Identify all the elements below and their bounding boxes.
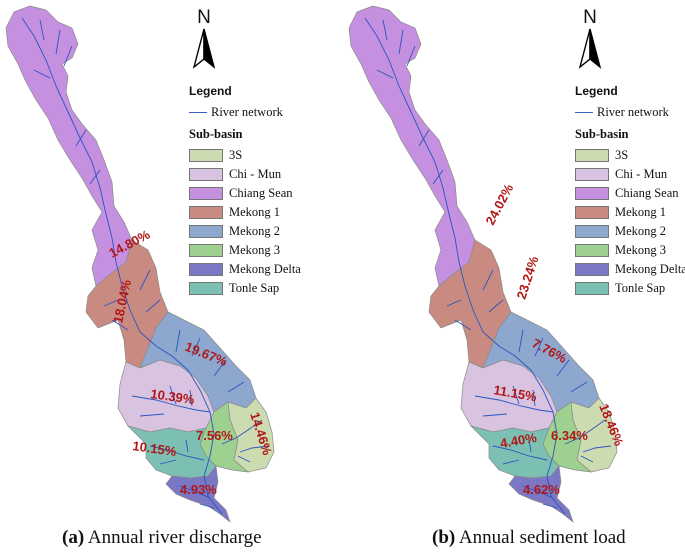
legend-subbasin-title: Sub-basin bbox=[189, 127, 243, 141]
caption-tag: (a) bbox=[62, 527, 85, 548]
legend-item: Mekong 2 bbox=[575, 222, 685, 241]
legend-item-label: Mekong Delta bbox=[615, 262, 685, 276]
legend-item-label: Chiang Sean bbox=[229, 186, 293, 200]
legend-swatch bbox=[189, 263, 223, 276]
legend-item: Chi - Mun bbox=[575, 165, 685, 184]
legend-river-label: River network bbox=[597, 105, 669, 119]
legend-swatch bbox=[189, 225, 223, 238]
legend-swatch bbox=[575, 168, 609, 181]
label-chiang-sean: 24.02% bbox=[482, 181, 516, 227]
label-tonle-sap: 10.15% bbox=[132, 438, 178, 459]
legend-item-label: Mekong 3 bbox=[229, 243, 281, 257]
label-chi-mun: 10.39% bbox=[150, 386, 196, 407]
label-mekong-3: 6.34% bbox=[551, 428, 588, 443]
legend-item-label: Mekong Delta bbox=[229, 262, 301, 276]
river-line-icon bbox=[575, 112, 593, 113]
legend-item-label: Tonle Sap bbox=[615, 281, 666, 295]
legend-items: 3S Chi - Mun Chiang Sean Mekong 1 Mekong 2 Me… bbox=[575, 146, 685, 298]
legend-item: Mekong 1 bbox=[575, 203, 685, 222]
panel-annual-sediment-load: 24.02% 23.24% 7.76% 11.15% 18.46% 6.34% … bbox=[343, 0, 685, 555]
legend-item: 3S bbox=[575, 146, 685, 165]
legend-item-label: Mekong 1 bbox=[229, 205, 281, 219]
legend-swatch bbox=[575, 282, 609, 295]
river-network bbox=[364, 17, 612, 515]
label-chi-mun: 11.15% bbox=[492, 382, 538, 404]
legend-river-network: River network bbox=[189, 105, 349, 120]
legend-swatch bbox=[575, 206, 609, 219]
legend-item: Tonle Sap bbox=[189, 279, 349, 298]
label-tonle-sap: 4.40% bbox=[499, 430, 538, 451]
legend-item-label: 3S bbox=[615, 148, 629, 162]
legend-item-label: 3S bbox=[229, 148, 243, 162]
north-arrow: N bbox=[189, 8, 219, 76]
legend: Legend River network Sub-basin 3S Chi - M… bbox=[575, 84, 685, 298]
legend-swatch bbox=[575, 149, 609, 162]
caption-text: Annual sediment load bbox=[455, 527, 626, 548]
legend-river-label: River network bbox=[211, 105, 283, 119]
legend-item-label: Mekong 2 bbox=[229, 224, 281, 238]
legend-swatch bbox=[189, 206, 223, 219]
caption: (b) Annual sediment load bbox=[432, 527, 626, 549]
legend-item-label: Chiang Sean bbox=[615, 186, 679, 200]
label-mekong-delta: 4.93% bbox=[180, 482, 217, 497]
legend-items: 3S Chi - Mun Chiang Sean Mekong 1 Mekong 2 Me… bbox=[189, 146, 349, 298]
legend-item: Mekong 2 bbox=[189, 222, 349, 241]
legend-item-label: Mekong 2 bbox=[615, 224, 667, 238]
label-mekong-1: 23.24% bbox=[514, 254, 542, 301]
legend-item-label: Mekong 1 bbox=[615, 205, 667, 219]
legend-item: Tonle Sap bbox=[575, 279, 685, 298]
legend-item: Mekong Delta bbox=[575, 260, 685, 279]
legend-swatch bbox=[189, 168, 223, 181]
legend-item-label: Tonle Sap bbox=[229, 281, 280, 295]
legend-subbasin-title: Sub-basin bbox=[575, 127, 629, 141]
legend-swatch bbox=[189, 244, 223, 257]
legend-item: Mekong 3 bbox=[575, 241, 685, 260]
river-line-icon bbox=[189, 112, 207, 113]
legend-item: Mekong 1 bbox=[189, 203, 349, 222]
legend-item: Chiang Sean bbox=[189, 184, 349, 203]
caption: (a) Annual river discharge bbox=[62, 527, 262, 549]
north-arrow-icon bbox=[192, 28, 216, 69]
legend-item: 3S bbox=[189, 146, 349, 165]
panel-annual-river-discharge: 14.80% 18.04% 19.67% 10.39% 14.46% 7.56%… bbox=[0, 0, 342, 555]
legend-item: Chi - Mun bbox=[189, 165, 349, 184]
legend-swatch bbox=[575, 225, 609, 238]
legend-item-label: Mekong 3 bbox=[615, 243, 667, 257]
north-letter: N bbox=[197, 7, 211, 28]
legend-swatch bbox=[189, 187, 223, 200]
legend-title: Legend bbox=[189, 84, 232, 98]
legend-swatch bbox=[189, 282, 223, 295]
caption-text: Annual river discharge bbox=[84, 527, 262, 548]
legend-river-network: River network bbox=[575, 105, 685, 120]
north-arrow-icon bbox=[578, 28, 602, 69]
legend-title: Legend bbox=[575, 84, 618, 98]
label-mekong-3: 7.56% bbox=[196, 428, 233, 443]
legend-swatch bbox=[575, 187, 609, 200]
north-arrow: N bbox=[575, 8, 605, 76]
basin-map: 14.80% 18.04% 19.67% 10.39% 14.46% 7.56%… bbox=[5, 5, 275, 524]
legend-item-label: Chi - Mun bbox=[615, 167, 668, 181]
legend-swatch bbox=[189, 149, 223, 162]
legend-item-label: Chi - Mun bbox=[229, 167, 282, 181]
caption-tag: (b) bbox=[432, 527, 456, 548]
legend-swatch bbox=[575, 244, 609, 257]
legend-item: Mekong Delta bbox=[189, 260, 349, 279]
label-mekong-delta: 4.62% bbox=[523, 482, 560, 497]
legend-item: Chiang Sean bbox=[575, 184, 685, 203]
river-network bbox=[21, 17, 269, 515]
north-letter: N bbox=[583, 7, 597, 28]
legend-item: Mekong 3 bbox=[189, 241, 349, 260]
legend: Legend River network Sub-basin 3S Chi - M… bbox=[189, 84, 349, 298]
legend-swatch bbox=[575, 263, 609, 276]
basin-map: 24.02% 23.24% 7.76% 11.15% 18.46% 6.34% … bbox=[348, 5, 627, 524]
